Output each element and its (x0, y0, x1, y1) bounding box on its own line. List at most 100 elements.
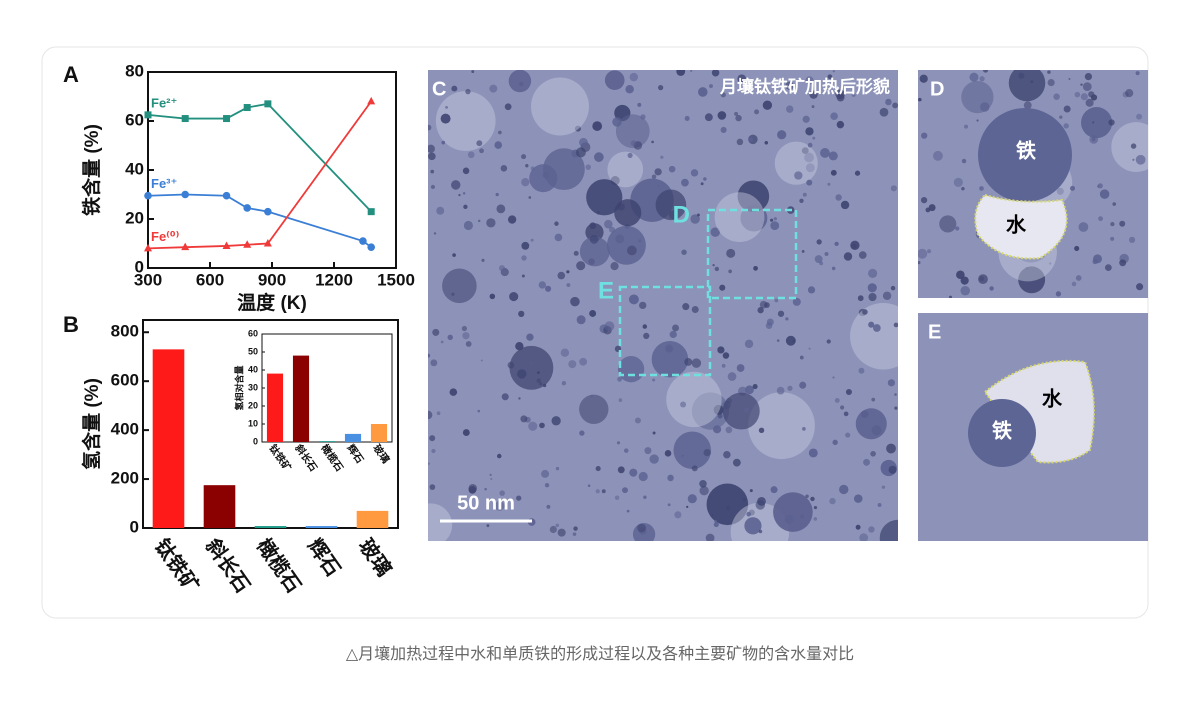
particle (777, 310, 785, 317)
particle (830, 112, 838, 121)
particle (703, 449, 711, 457)
particle (843, 252, 853, 261)
particle (627, 152, 633, 158)
particle (709, 84, 713, 89)
particle (486, 218, 496, 228)
particle (616, 441, 621, 445)
particle (575, 147, 586, 158)
particle (802, 115, 810, 123)
particle (461, 325, 468, 332)
speckles (428, 70, 898, 541)
particle (555, 523, 560, 528)
particle (587, 484, 591, 488)
particle (1081, 107, 1113, 139)
box-label: D (673, 201, 690, 228)
particle (764, 302, 770, 308)
particle (879, 107, 889, 117)
particle (604, 219, 613, 229)
particle (672, 324, 680, 332)
particle (1098, 216, 1103, 222)
particle (918, 97, 922, 102)
particle (873, 324, 881, 332)
image-title: 月壤钛铁矿加热后形貌 (719, 76, 890, 96)
micrographs (428, 70, 1148, 541)
particle (615, 114, 650, 149)
particle (855, 408, 887, 440)
particle (560, 348, 570, 357)
particle (428, 410, 433, 420)
particle (496, 453, 502, 459)
particle (704, 113, 713, 122)
particle (840, 405, 845, 410)
particle (700, 182, 704, 186)
particle (614, 495, 620, 501)
particle (495, 192, 499, 197)
y-tick-label: 60 (125, 110, 144, 129)
particle (927, 249, 932, 254)
particle (857, 295, 864, 302)
particle (1082, 82, 1092, 91)
particle (430, 184, 436, 190)
particle (728, 269, 732, 274)
particle (595, 489, 600, 494)
particle (529, 164, 558, 193)
bar (152, 349, 185, 528)
halo (850, 303, 898, 370)
bar (266, 373, 284, 442)
particle (744, 339, 754, 349)
particle (890, 185, 897, 192)
halo (531, 77, 589, 136)
particle (770, 486, 778, 494)
particle (1099, 189, 1110, 199)
x-tick-label: 300 (134, 270, 162, 289)
particle (477, 219, 481, 223)
particle (594, 152, 604, 162)
particle (832, 70, 835, 73)
particle (726, 506, 731, 511)
particle (979, 276, 985, 282)
y-axis-label: 铁含量 (%) (80, 124, 103, 216)
particle (706, 483, 749, 526)
particle (868, 268, 878, 278)
particle (431, 448, 436, 454)
particle (749, 489, 753, 493)
particle (735, 114, 742, 122)
marker (181, 242, 190, 251)
particle (816, 239, 822, 245)
particle (1056, 187, 1064, 195)
particle (481, 258, 485, 262)
box-e (618, 285, 712, 377)
particle (687, 494, 697, 504)
particle (1084, 72, 1093, 81)
particle (742, 497, 747, 502)
particle (686, 505, 689, 508)
particle (835, 194, 842, 201)
particle (442, 268, 477, 304)
particle (494, 141, 503, 149)
particle (802, 427, 806, 431)
panel-label: C (432, 78, 446, 100)
y-tick-label: 10 (248, 418, 258, 428)
y-tick-label: 0 (135, 257, 144, 276)
particle (609, 226, 616, 233)
particle (785, 317, 789, 321)
particle (528, 421, 538, 431)
particle (429, 484, 436, 490)
marker (367, 243, 376, 251)
particle (717, 346, 725, 354)
particle (676, 70, 686, 76)
particle (754, 109, 760, 115)
particle (618, 398, 623, 402)
particle (839, 484, 849, 495)
particle (430, 169, 435, 174)
particle (572, 532, 577, 536)
plot-frame (261, 333, 393, 443)
particle (504, 103, 512, 111)
particle (555, 466, 560, 471)
particle (604, 321, 615, 332)
particle (521, 154, 527, 160)
y-tick-label: 200 (111, 469, 139, 488)
particle (643, 495, 647, 499)
